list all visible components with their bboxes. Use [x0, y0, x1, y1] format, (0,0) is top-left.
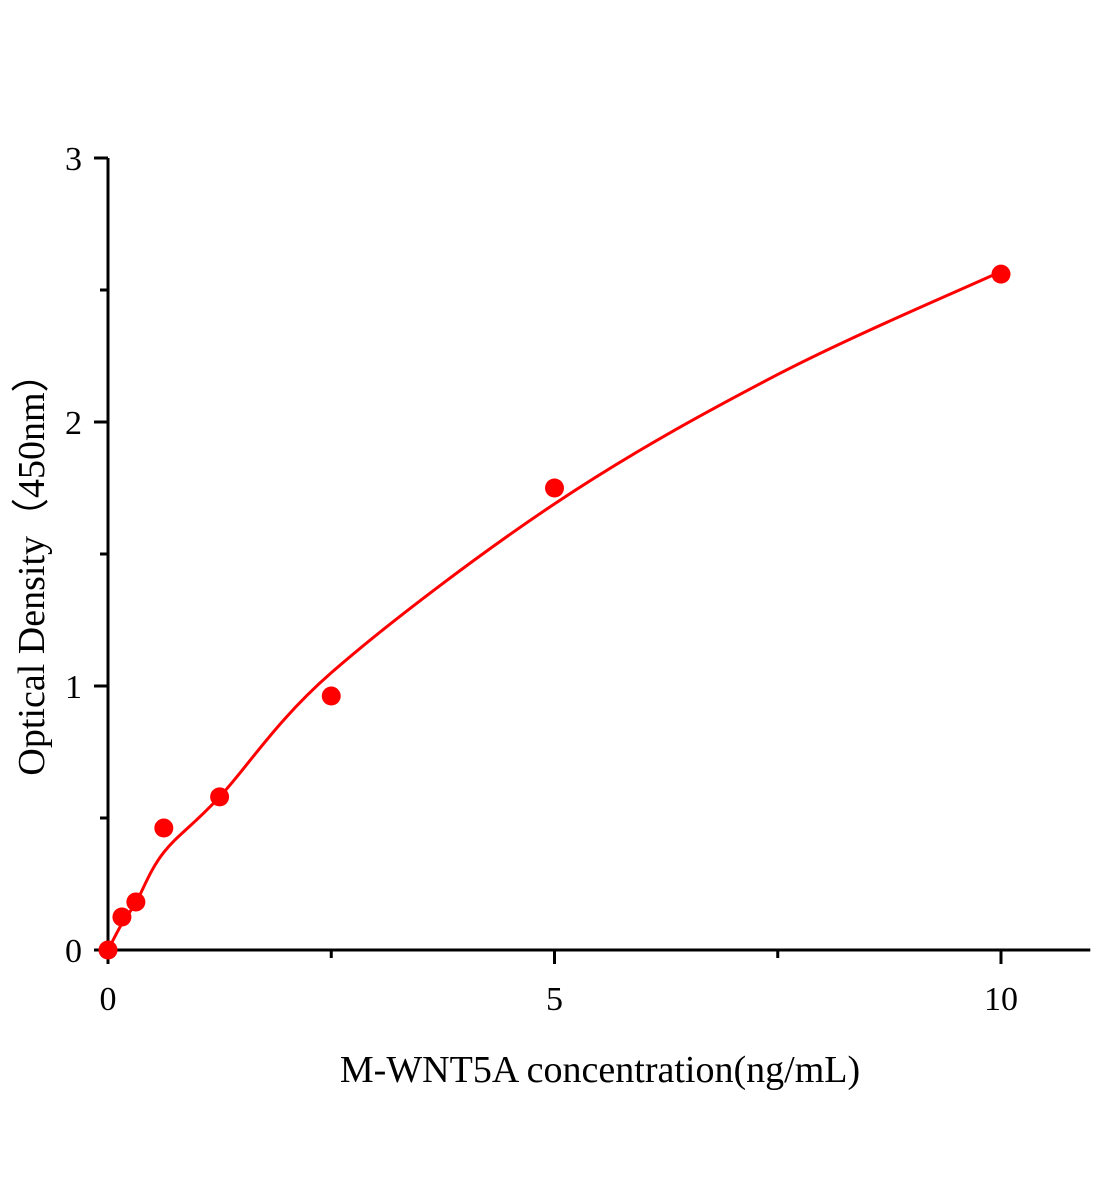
y-tick-label: 1: [65, 669, 82, 706]
x-tick-label: 0: [100, 981, 117, 1018]
axes: 0 5 10 0 1 2 3: [65, 141, 1091, 1018]
y-tick-label: 0: [65, 933, 82, 970]
x-tick-label: 10: [984, 981, 1018, 1018]
data-point: [545, 478, 564, 498]
data-points: [98, 264, 1011, 960]
data-point: [98, 940, 118, 960]
data-point: [154, 818, 174, 838]
data-point: [112, 907, 132, 927]
data-point: [321, 686, 341, 706]
x-tick-label: 5: [546, 981, 563, 1018]
y-axis-label: Optical Density（450nm）: [11, 354, 53, 775]
y-tick-label: 3: [65, 141, 82, 178]
x-axis-label: M-WNT5A concentration(ng/mL): [340, 1049, 860, 1091]
data-point: [126, 892, 146, 912]
fit-curve: [106, 270, 1002, 951]
data-point: [210, 787, 230, 807]
y-tick-label: 2: [65, 405, 82, 442]
data-point: [991, 264, 1011, 284]
